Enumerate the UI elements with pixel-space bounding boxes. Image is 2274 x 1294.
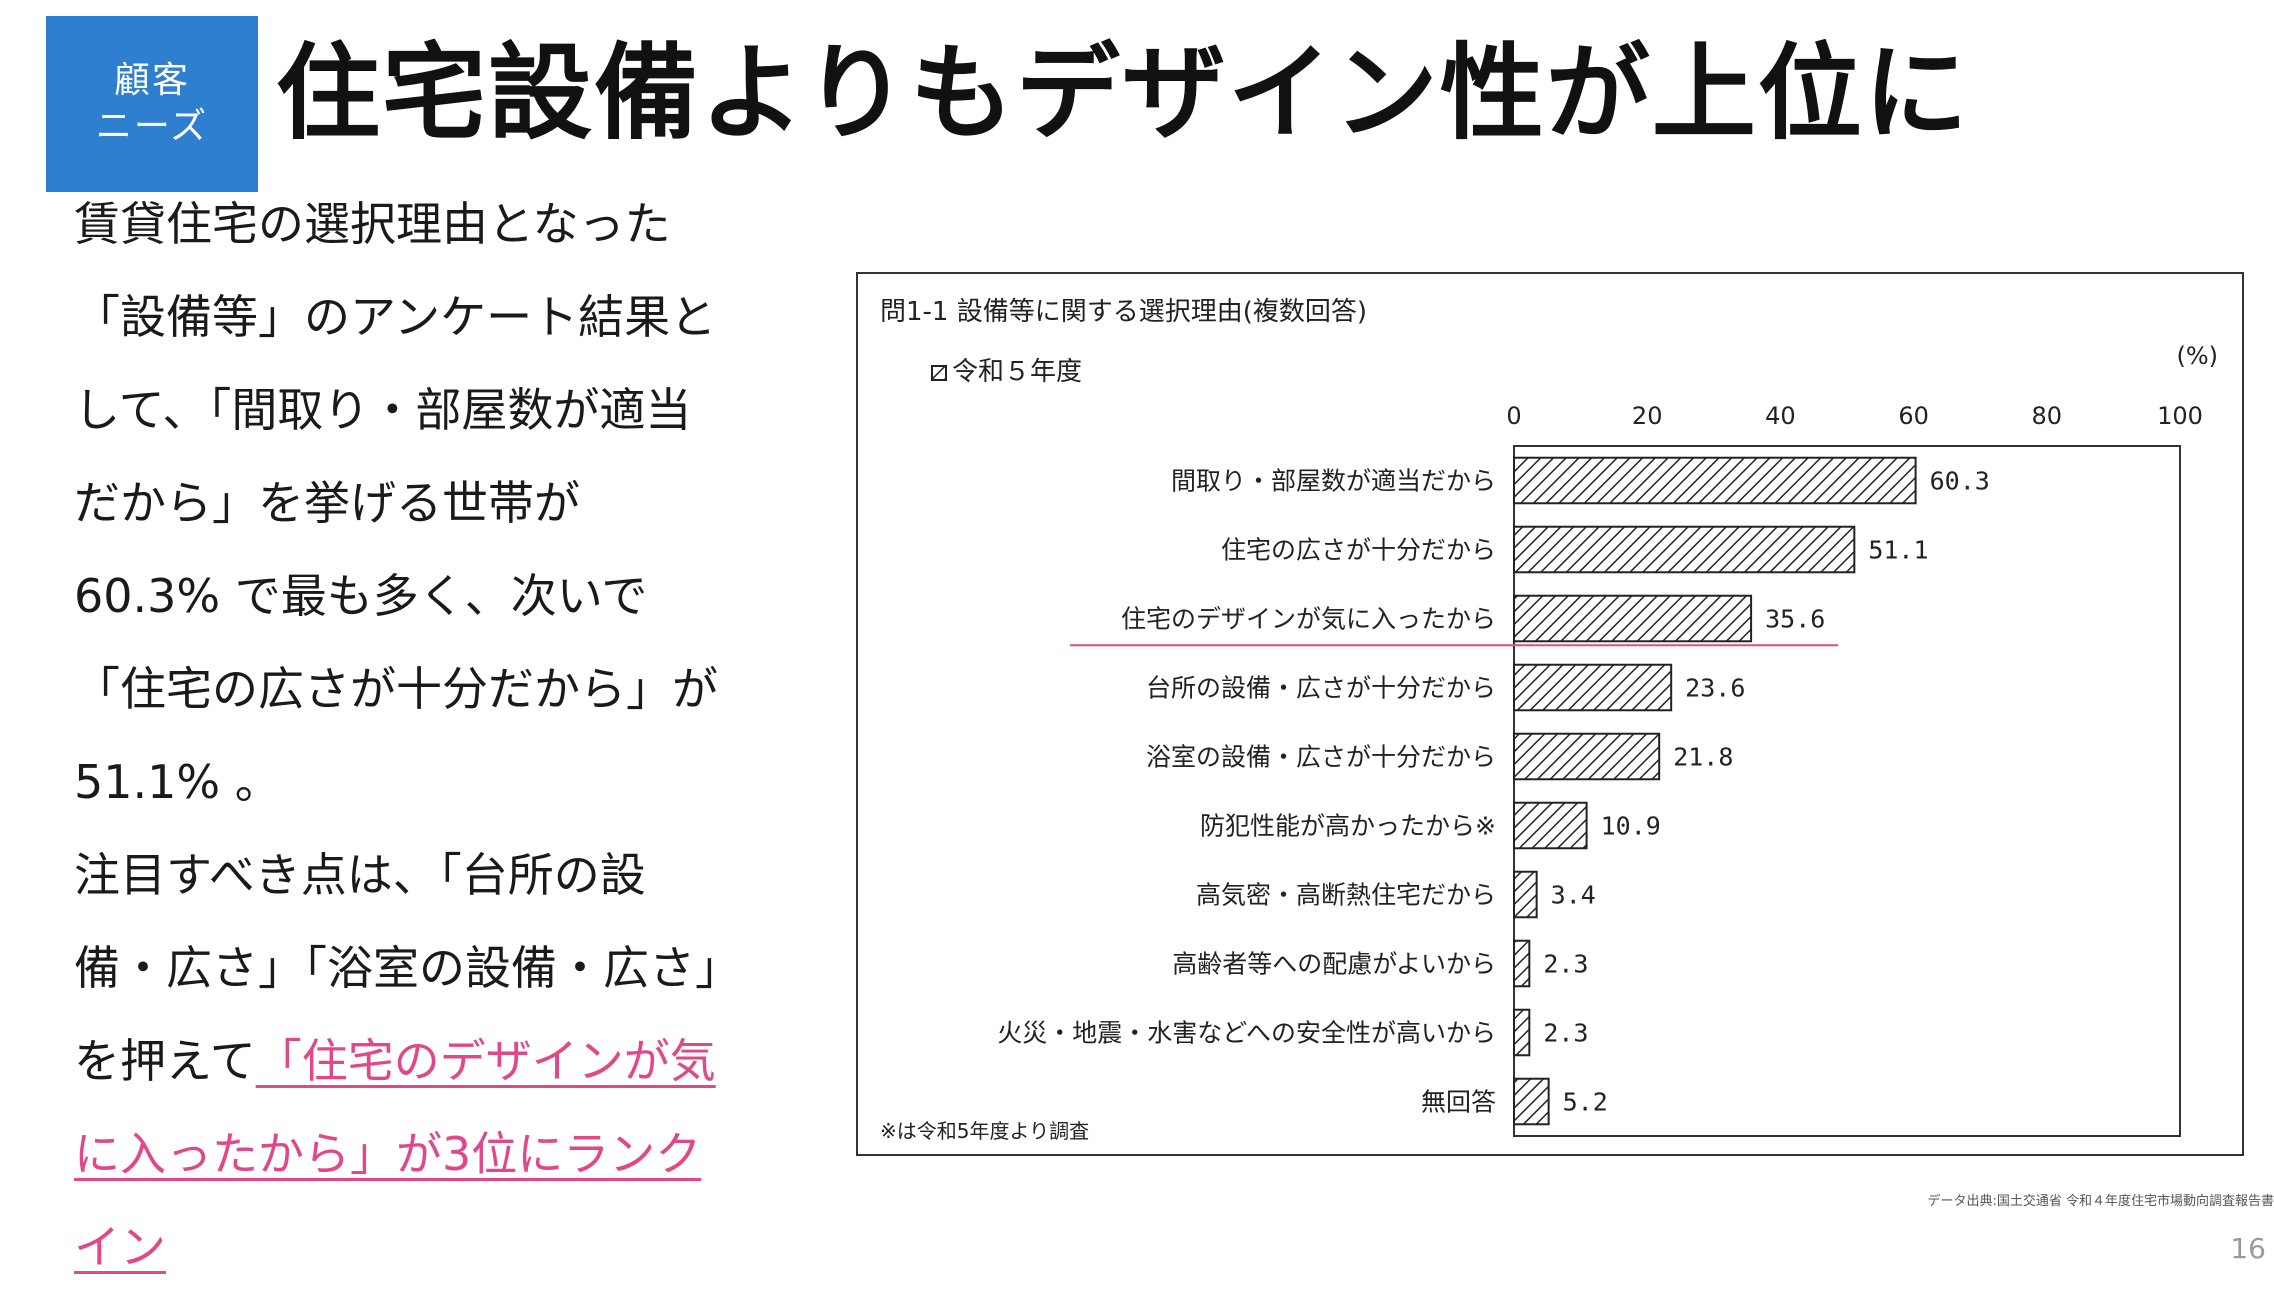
bar <box>1513 525 1856 574</box>
bar <box>1513 456 1917 505</box>
category-label: 住宅のデザインが気に入ったから <box>1121 605 1496 634</box>
value-label: 60.3 <box>1930 467 1990 496</box>
page-number: 16 <box>2230 1232 2266 1265</box>
value-label: 51.1 <box>1868 536 1928 565</box>
body-text: 賃貸住宅の選択理由となった「設備等」のアンケート結果として、「間取り・部屋数が適… <box>74 178 734 1294</box>
value-label: 21.8 <box>1673 743 1733 772</box>
bar <box>1513 1077 1550 1126</box>
source-note: データ出典:国土交通省 令和４年度住宅市場動向調査報告書 <box>1927 1194 2274 1209</box>
value-label: 23.6 <box>1685 674 1745 703</box>
value-label: 2.3 <box>1543 1019 1588 1048</box>
bar <box>1513 732 1661 781</box>
category-label: 間取り・部屋数が適当だから <box>1171 467 1496 496</box>
x-tick-label: 0 <box>1506 402 1521 430</box>
legend-label: 令和５年度 <box>952 357 1082 387</box>
value-label: 35.6 <box>1765 605 1825 634</box>
bar <box>1513 663 1673 712</box>
bar <box>1513 1008 1531 1057</box>
value-label: 3.4 <box>1551 881 1596 910</box>
x-tick-label: 40 <box>1765 402 1796 430</box>
category-label: 台所の設備・広さが十分だから <box>1146 674 1496 703</box>
category-label: 防犯性能が高かったから※ <box>1200 812 1496 841</box>
category-label: 無回答 <box>1421 1088 1496 1117</box>
slide-title: 住宅設備よりもデザイン性が上位に <box>276 32 1970 154</box>
x-tick-label: 20 <box>1632 402 1663 430</box>
category-tag-line1: 顧客 <box>113 60 190 101</box>
bar <box>1513 939 1531 988</box>
x-tick-label: 100 <box>2157 402 2203 430</box>
bar-chart: 問1-1 設備等に関する選択理由(複数回答) 令和５年度 (%) 0 20 40 60… <box>880 297 2218 1143</box>
bar <box>1513 801 1588 850</box>
category-label: 高齢者等への配慮がよいから <box>1172 950 1496 979</box>
category-label: 浴室の設備・広さが十分だから <box>1146 743 1496 772</box>
body-text-part2: 注目すべき点は、「台所の設備・広さ」「浴室の設備・広さ」を押えて <box>74 848 718 1088</box>
chart-title: 問1-1 設備等に関する選択理由(複数回答) <box>880 297 1367 327</box>
x-tick-label: 60 <box>1898 402 1929 430</box>
legend-swatch <box>931 365 947 381</box>
value-label: 2.3 <box>1543 950 1588 979</box>
category-label: 住宅の広さが十分だから <box>1221 536 1496 565</box>
body-text-highlight: 「住宅のデザインが気に入ったから」が3位にランクイン <box>74 1034 716 1274</box>
category-label: 高気密・高断熱住宅だから <box>1196 881 1496 910</box>
chart-frame: 問1-1 設備等に関する選択理由(複数回答) 令和５年度 (%) 0 20 40 60… <box>856 272 2244 1156</box>
x-tick-label: 80 <box>2032 402 2063 430</box>
category-tag-line2: ニーズ <box>95 106 209 147</box>
chart-footnote: ※は令和5年度より調査 <box>880 1119 1089 1143</box>
value-label: 5.2 <box>1563 1088 1608 1117</box>
bar <box>1513 870 1538 919</box>
category-tag: 顧客 ニーズ <box>46 16 258 192</box>
plot-area <box>1513 445 2181 1137</box>
category-label: 火災・地震・水害などへの安全性が高いから <box>997 1019 1496 1048</box>
bar <box>1513 594 1753 643</box>
value-label: 10.9 <box>1601 812 1661 841</box>
unit-label: (%) <box>2176 342 2218 370</box>
body-text-part1: 賃貸住宅の選択理由となった「設備等」のアンケート結果として、「間取り・部屋数が適… <box>74 197 718 809</box>
